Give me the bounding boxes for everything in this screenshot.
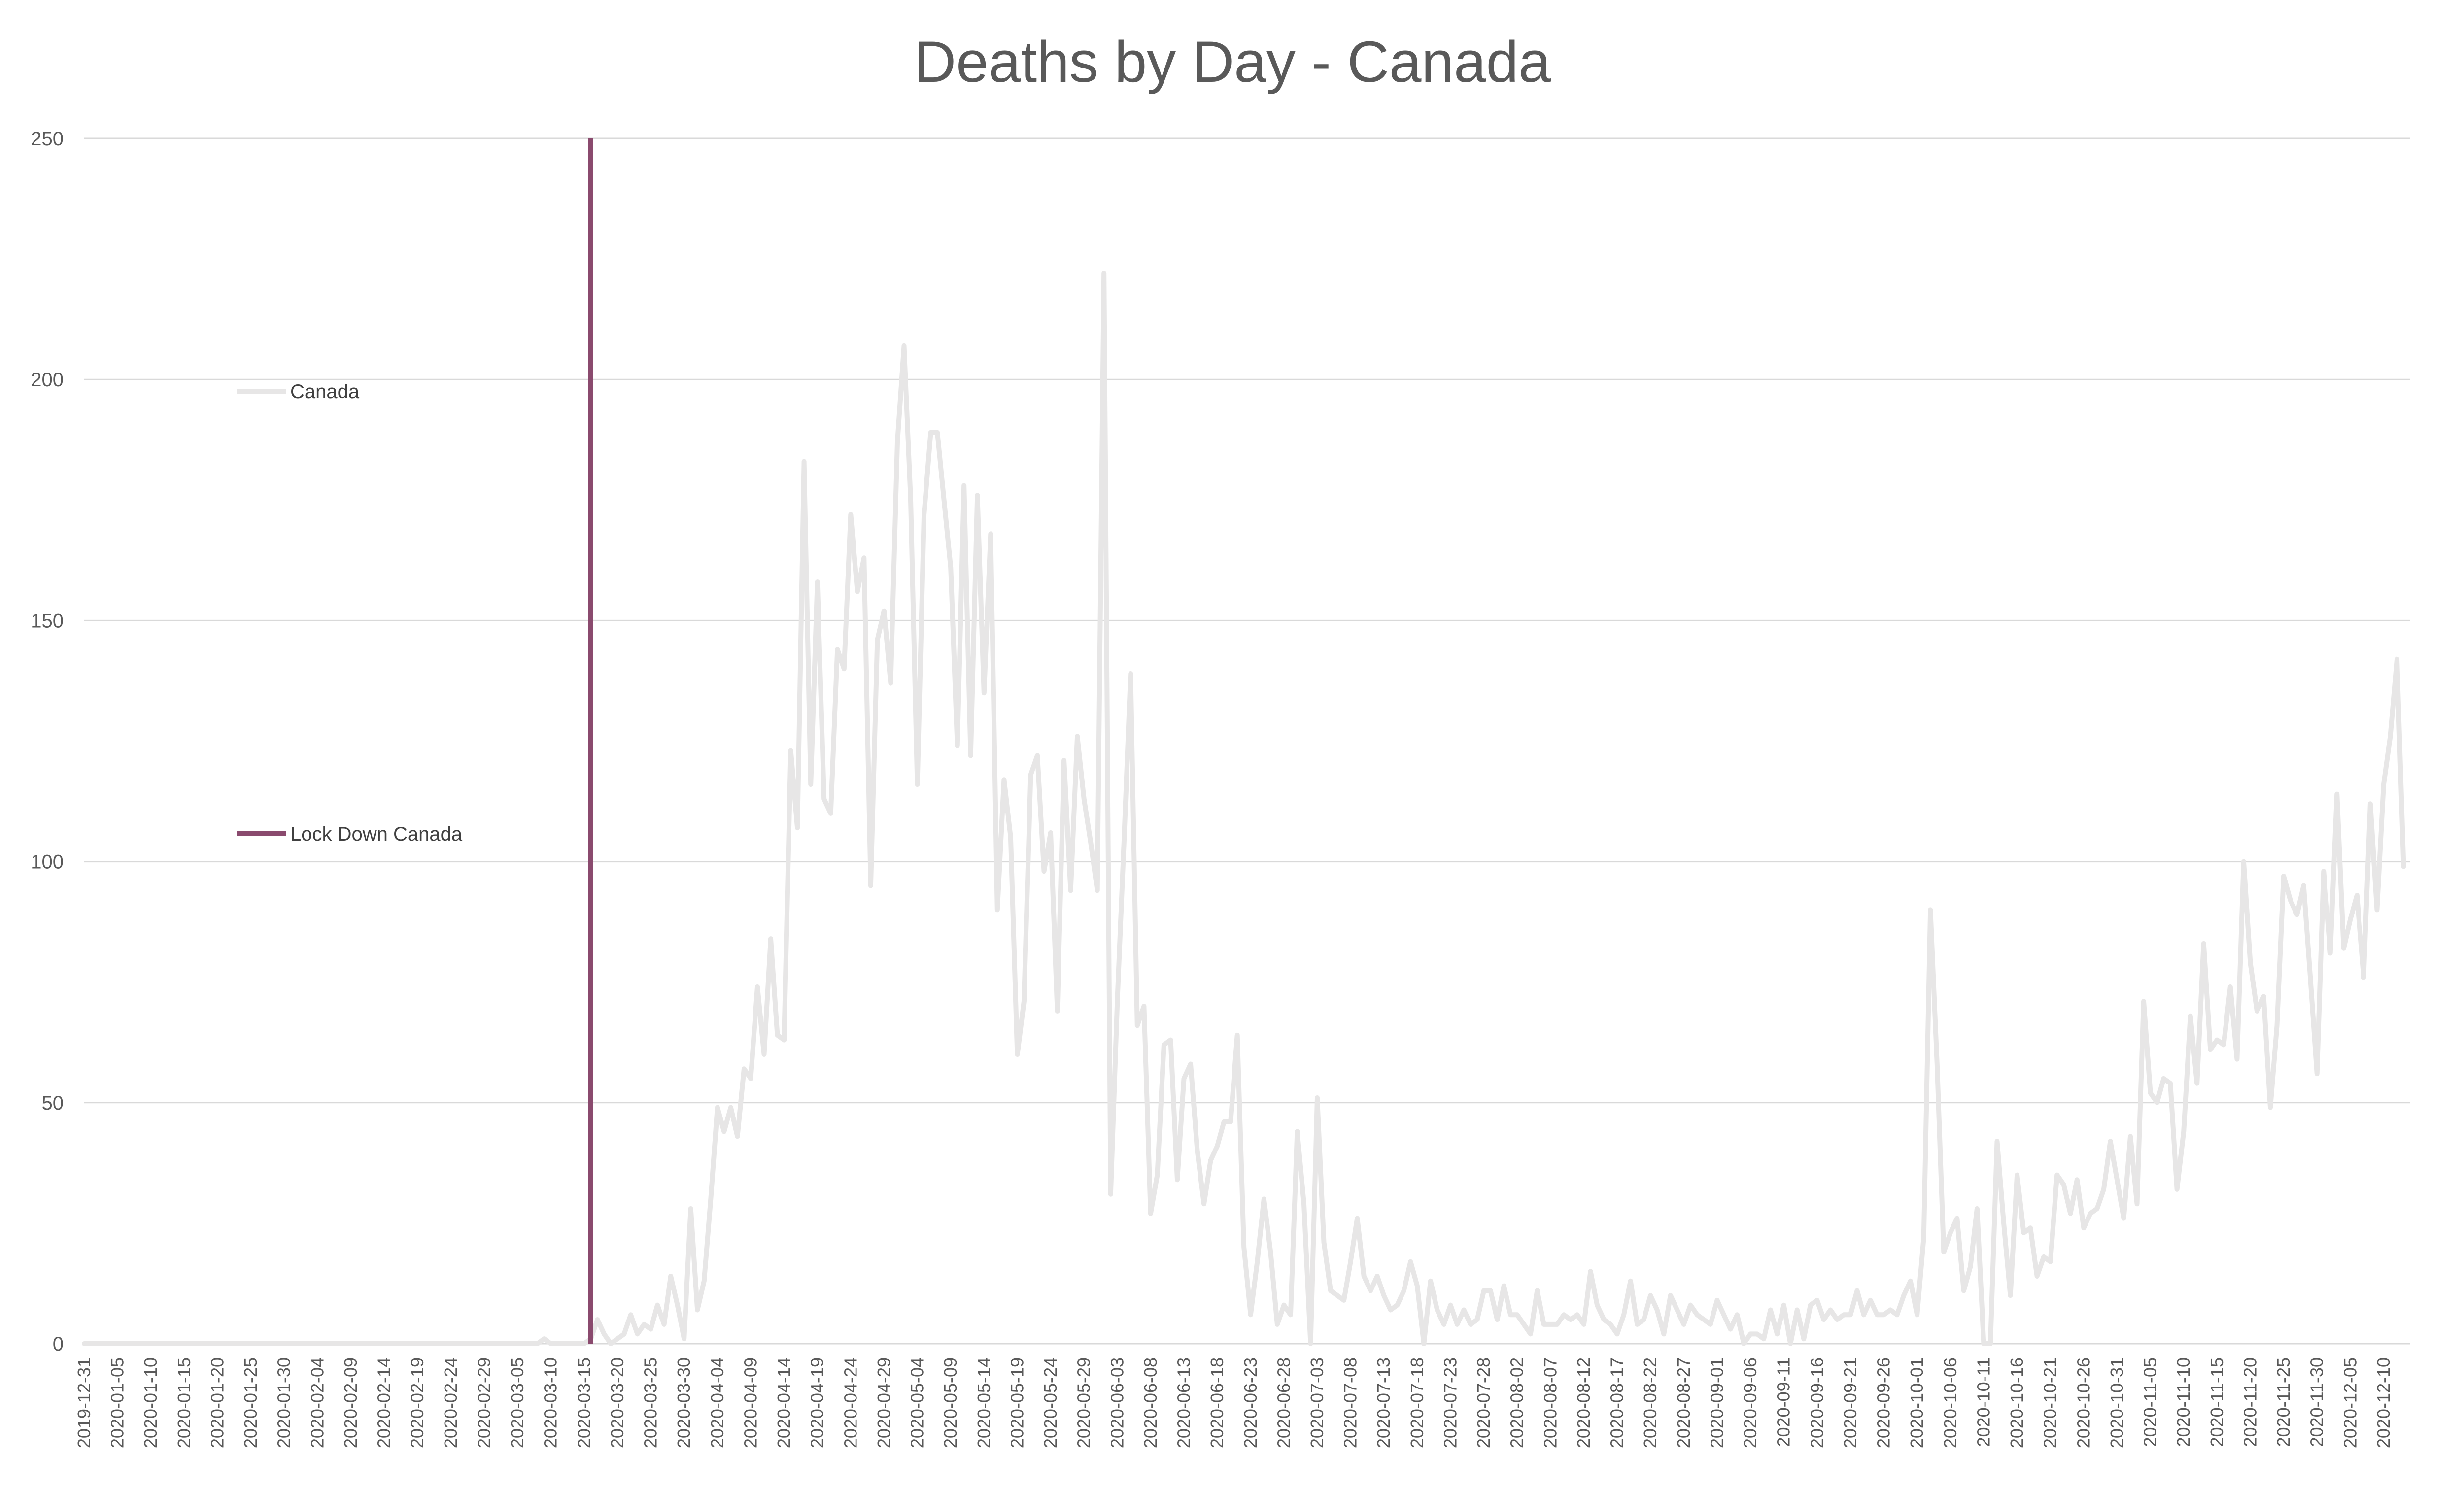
- x-tick-label: 2020-09-01: [1707, 1357, 1727, 1448]
- y-tick-label: 150: [31, 610, 64, 632]
- x-tick-label: 2020-02-04: [307, 1357, 327, 1448]
- x-tick-label: 2020-10-21: [2040, 1357, 2060, 1448]
- x-tick-label: 2020-09-26: [1874, 1357, 1894, 1448]
- legend: Canada Lock Down Canada: [237, 381, 463, 845]
- x-tick-label: 2020-09-11: [1774, 1357, 1794, 1447]
- x-tick-label: 2020-03-05: [507, 1357, 527, 1448]
- y-tick-label: 50: [42, 1092, 64, 1114]
- x-tick-label: 2020-10-16: [2007, 1357, 2027, 1448]
- x-tick-label: 2019-12-31: [74, 1357, 94, 1448]
- x-tick-label: 2020-05-24: [1040, 1357, 1061, 1448]
- x-tick-label: 2020-04-04: [707, 1357, 727, 1448]
- x-tick-label: 2020-02-19: [407, 1357, 427, 1448]
- x-tick-label: 2020-09-06: [1740, 1357, 1760, 1448]
- x-tick-label: 2020-02-14: [374, 1357, 394, 1448]
- y-tick-label: 0: [53, 1333, 64, 1355]
- x-axis-ticks: 2019-12-31 2020-01-05 2020-01-10 2020-01-15…: [74, 1357, 2394, 1448]
- x-tick-label: 2020-06-23: [1240, 1357, 1261, 1448]
- x-tick-label: 2020-08-12: [1574, 1357, 1594, 1448]
- x-tick-label: 2020-10-01: [1907, 1357, 1927, 1448]
- x-tick-label: 2020-04-09: [740, 1357, 760, 1448]
- x-tick-label: 2020-03-30: [674, 1357, 694, 1448]
- y-axis-ticks: 0 50 100 150 200 250: [31, 128, 64, 1355]
- chart-title: Deaths by Day - Canada: [914, 30, 1551, 95]
- series-lines: [82, 138, 2406, 1346]
- x-tick-label: 2020-07-28: [1473, 1357, 1494, 1448]
- x-tick-label: 2020-01-10: [140, 1357, 161, 1448]
- x-tick-label: 2020-04-14: [774, 1357, 794, 1448]
- y-tick-label: 250: [31, 128, 64, 150]
- x-tick-label: 2020-07-13: [1373, 1357, 1394, 1448]
- gridlines: [84, 137, 2410, 1345]
- x-tick-label: 2020-11-05: [2140, 1357, 2160, 1447]
- x-tick-label: 2020-11-25: [2273, 1357, 2293, 1447]
- x-tick-label: 2020-01-30: [274, 1357, 294, 1448]
- x-tick-label: 2020-09-21: [1840, 1357, 1860, 1448]
- legend-label-canada: Canada: [290, 381, 360, 403]
- x-tick-label: 2020-08-17: [1607, 1357, 1627, 1448]
- x-tick-label: 2020-06-03: [1107, 1357, 1127, 1448]
- x-tick-label: 2020-01-15: [174, 1357, 194, 1448]
- x-tick-label: 2020-05-29: [1074, 1357, 1094, 1448]
- x-tick-label: 2020-01-05: [107, 1357, 128, 1448]
- x-tick-label: 2020-06-08: [1140, 1357, 1161, 1448]
- x-tick-label: 2020-07-08: [1340, 1357, 1361, 1448]
- x-tick-label: 2020-05-04: [907, 1357, 927, 1448]
- x-tick-label: 2020-07-23: [1440, 1357, 1460, 1448]
- x-tick-label: 2020-03-10: [541, 1357, 561, 1448]
- x-tick-label: 2020-08-02: [1507, 1357, 1527, 1448]
- x-tick-label: 2020-04-19: [807, 1357, 827, 1448]
- x-tick-label: 2020-10-11: [1973, 1357, 1993, 1447]
- x-tick-label: 2020-06-28: [1273, 1357, 1294, 1448]
- x-tick-label: 2020-11-30: [2307, 1357, 2327, 1447]
- x-tick-label: 2020-12-10: [2373, 1357, 2394, 1448]
- y-tick-label: 100: [31, 851, 64, 873]
- x-tick-label: 2020-03-15: [574, 1357, 594, 1448]
- x-tick-label: 2020-08-22: [1640, 1357, 1660, 1448]
- x-tick-label: 2020-09-16: [1807, 1357, 1827, 1448]
- x-tick-label: 2020-03-25: [641, 1357, 661, 1448]
- x-tick-label: 2020-08-07: [1540, 1357, 1560, 1448]
- x-tick-label: 2020-02-29: [474, 1357, 494, 1448]
- x-tick-label: 2020-08-27: [1674, 1357, 1694, 1448]
- x-tick-label: 2020-05-14: [974, 1357, 994, 1448]
- series-line-canada: [82, 271, 2406, 1346]
- x-tick-label: 2020-11-15: [2207, 1357, 2227, 1447]
- x-tick-label: 2020-11-20: [2240, 1357, 2260, 1447]
- x-tick-label: 2020-10-26: [2073, 1357, 2093, 1448]
- x-tick-label: 2020-11-10: [2173, 1357, 2193, 1447]
- x-tick-label: 2020-02-24: [441, 1357, 461, 1448]
- x-tick-label: 2020-03-20: [607, 1357, 627, 1448]
- x-tick-label: 2020-07-03: [1307, 1357, 1327, 1448]
- x-tick-label: 2020-04-29: [874, 1357, 894, 1448]
- x-tick-label: 2020-01-20: [207, 1357, 227, 1448]
- x-tick-label: 2020-07-18: [1407, 1357, 1427, 1448]
- x-tick-label: 2020-05-19: [1007, 1357, 1027, 1448]
- x-tick-label: 2020-10-31: [2107, 1357, 2127, 1448]
- x-tick-label: 2020-06-18: [1207, 1357, 1227, 1448]
- x-tick-label: 2020-06-13: [1174, 1357, 1194, 1448]
- x-tick-label: 2020-05-09: [940, 1357, 960, 1448]
- legend-label-lock-down-canada: Lock Down Canada: [290, 823, 463, 845]
- x-tick-label: 2020-02-09: [341, 1357, 361, 1448]
- x-tick-label: 2020-10-06: [1940, 1357, 1960, 1448]
- x-tick-label: 2020-12-05: [2340, 1357, 2360, 1448]
- y-tick-label: 200: [31, 369, 64, 391]
- x-tick-label: 2020-04-24: [840, 1357, 860, 1448]
- x-tick-label: 2020-01-25: [240, 1357, 261, 1448]
